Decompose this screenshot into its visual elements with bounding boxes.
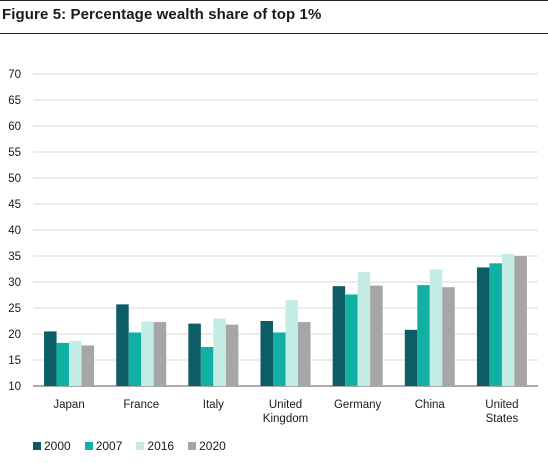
bar-2000: [476, 267, 490, 386]
legend-swatch: [33, 442, 41, 450]
bars: [44, 253, 527, 386]
bar-2000: [404, 329, 418, 386]
bar-2000: [116, 304, 129, 386]
y-tick-label: 20: [8, 329, 21, 341]
x-category-label: China: [415, 399, 446, 411]
bar-2007: [128, 332, 142, 386]
y-tick-label: 55: [8, 147, 21, 159]
bar-2020: [153, 322, 167, 386]
bar-2016: [501, 253, 515, 386]
bar-2000: [260, 321, 273, 386]
y-tick-label: 30: [8, 277, 21, 289]
y-axis-ticks: 10 15 20 25 30 35 40 45 50 55 60 65 70: [8, 69, 21, 393]
bar-2007: [489, 263, 502, 386]
legend-item: 2016: [136, 439, 174, 453]
bar-2000: [332, 286, 346, 386]
legend-item: 2007: [84, 439, 123, 453]
y-tick-label: 65: [8, 95, 21, 107]
legend-label: 2007: [95, 439, 123, 453]
x-category-label: Japan: [53, 399, 84, 411]
legend: 2000 2007 2016 2020: [33, 439, 226, 453]
bar-2016: [69, 340, 82, 386]
bar-2020: [225, 324, 239, 386]
top-rule: [0, 0, 548, 1]
y-tick-label: 60: [8, 121, 21, 133]
bar-2020: [370, 285, 383, 386]
bar-2007: [417, 285, 430, 386]
legend-swatch: [84, 442, 93, 450]
x-category-label: United States: [485, 399, 518, 425]
title-underline: [0, 33, 548, 34]
y-tick-label: 35: [8, 251, 21, 263]
legend-label: 2000: [44, 439, 71, 453]
legend-swatch: [188, 442, 197, 450]
bar-2020: [81, 345, 95, 386]
bar-2000: [44, 331, 57, 386]
y-tick-label: 10: [8, 381, 21, 393]
bar-2016: [213, 318, 226, 386]
bar-2020: [298, 322, 311, 386]
y-tick-label: 50: [8, 173, 21, 185]
y-tick-label: 40: [8, 225, 21, 237]
bar-2016: [285, 300, 298, 386]
legend-item: 2000: [33, 439, 71, 453]
y-tick-label: 25: [8, 303, 21, 315]
x-category-label: Italy: [203, 399, 224, 411]
y-tick-label: 15: [8, 355, 21, 367]
y-tick-label: 70: [8, 69, 21, 81]
bar-2000: [188, 323, 201, 386]
bar-2007: [200, 347, 214, 386]
y-tick-label: 45: [8, 199, 21, 211]
chart-title: Figure 5: Percentage wealth share of top…: [2, 6, 322, 23]
legend-swatch: [136, 442, 145, 450]
bar-2007: [273, 332, 286, 386]
bar-2016: [357, 272, 371, 386]
bar-2016: [429, 269, 443, 386]
legend-label: 2020: [199, 439, 226, 453]
legend-item: 2020: [188, 439, 226, 453]
bar-2020: [442, 287, 455, 386]
legend-label: 2016: [147, 439, 175, 453]
bar-2020: [514, 256, 527, 386]
x-category-label: Germany: [334, 399, 382, 411]
bar-2007: [56, 342, 70, 386]
bar-2007: [345, 294, 358, 386]
bar-2016: [141, 321, 154, 386]
x-axis-labels: Japan France Italy United Kingdom Germany Chin…: [53, 399, 518, 425]
x-category-label: France: [123, 399, 159, 411]
x-category-label: United Kingdom: [263, 399, 308, 425]
